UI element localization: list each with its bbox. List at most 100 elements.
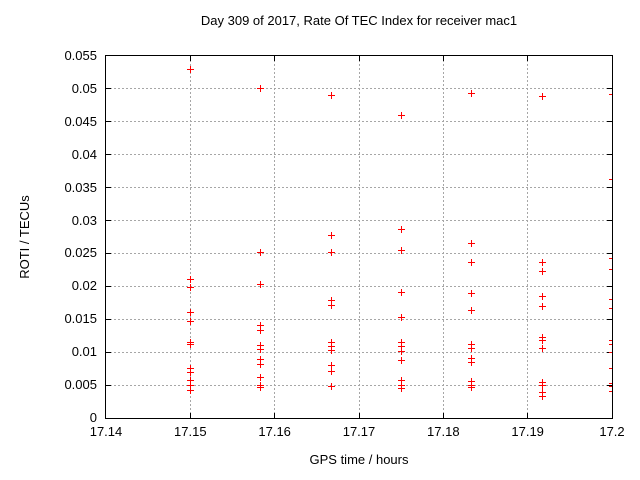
h-gridline <box>106 351 612 353</box>
h-gridline <box>106 252 612 254</box>
y-tick <box>106 154 111 156</box>
data-point-marker <box>397 338 405 346</box>
data-point-marker <box>608 387 612 395</box>
y-tick-label: 0.025 <box>64 245 97 261</box>
data-point-marker <box>186 376 194 384</box>
x-tick-label: 17.19 <box>511 424 544 439</box>
data-point-marker <box>538 345 546 353</box>
v-gridline <box>189 56 191 418</box>
data-point-marker <box>538 336 546 344</box>
data-point-marker <box>256 355 264 363</box>
y-tick <box>607 318 612 320</box>
x-tick <box>442 56 444 61</box>
h-gridline <box>106 318 612 320</box>
data-point-marker <box>186 65 194 73</box>
data-point-marker <box>186 308 194 316</box>
x-tick <box>274 56 276 61</box>
y-tick-label: 0.01 <box>71 344 97 360</box>
data-point-marker <box>397 384 405 392</box>
y-tick-label: 0.045 <box>64 113 97 129</box>
x-tick-label: 17.2 <box>599 424 625 439</box>
data-point-marker <box>186 386 194 394</box>
y-tick <box>106 285 111 287</box>
x-tick <box>442 413 444 418</box>
v-gridline <box>442 56 444 418</box>
data-point-marker <box>467 377 475 385</box>
data-point-marker <box>538 293 546 301</box>
data-point-marker <box>327 361 335 369</box>
data-point-marker <box>327 347 335 355</box>
data-point-marker <box>538 267 546 275</box>
y-tick-label: 0.055 <box>64 48 97 63</box>
data-point-marker <box>397 111 405 119</box>
data-point-marker <box>608 296 612 304</box>
data-point-marker <box>256 322 264 330</box>
data-point-marker <box>256 360 264 368</box>
h-gridline <box>106 384 612 386</box>
y-tick <box>607 88 612 90</box>
h-gridline <box>106 154 612 156</box>
v-gridline <box>527 56 529 418</box>
data-point-marker <box>397 226 405 234</box>
y-tick <box>106 187 111 189</box>
x-tick <box>358 413 360 418</box>
data-point-marker <box>538 258 546 266</box>
data-point-marker <box>467 90 475 98</box>
y-tick <box>607 252 612 254</box>
data-point-marker <box>256 85 264 93</box>
data-point-marker <box>397 348 405 356</box>
x-tick-label: 17.17 <box>342 424 376 439</box>
v-gridline <box>274 56 276 418</box>
y-tick-label: 0.04 <box>71 146 97 162</box>
y-tick-label: 0 <box>89 410 97 425</box>
data-point-marker <box>186 284 194 292</box>
data-point-marker <box>467 345 475 353</box>
data-point-marker <box>608 348 612 356</box>
data-point-marker <box>608 304 612 312</box>
data-point-marker <box>467 290 475 298</box>
x-tick <box>527 56 529 61</box>
y-tick <box>607 220 612 222</box>
y-axis-label: ROTI / TECUs <box>17 195 32 279</box>
x-tick <box>189 413 191 418</box>
data-point-marker <box>327 382 335 390</box>
data-point-marker <box>397 247 405 255</box>
data-point-marker <box>538 392 546 400</box>
plot-area <box>105 55 613 419</box>
data-point-marker <box>256 248 264 256</box>
x-axis-label: GPS time / hours <box>309 452 409 467</box>
data-point-marker <box>467 306 475 314</box>
data-point-marker <box>256 346 264 354</box>
data-point-marker <box>256 326 264 334</box>
data-point-marker <box>397 288 405 296</box>
y-tick-label: 0.015 <box>64 311 97 327</box>
y-tick <box>607 285 612 287</box>
data-point-marker <box>327 301 335 309</box>
x-tick-label: 17.18 <box>427 424 460 439</box>
data-point-marker <box>327 368 335 376</box>
data-point-marker <box>256 384 264 392</box>
x-tick <box>358 56 360 61</box>
data-point-marker <box>397 357 405 365</box>
data-point-marker <box>608 175 612 183</box>
data-point-marker <box>467 354 475 362</box>
y-tick <box>106 351 111 353</box>
y-tick-label: 0.03 <box>71 212 97 228</box>
x-tick-label: 17.16 <box>258 424 291 439</box>
y-tick <box>106 88 111 90</box>
x-tick-label: 17.15 <box>174 424 207 439</box>
data-point-marker <box>608 255 612 263</box>
data-point-marker <box>256 280 264 288</box>
data-point-marker <box>186 382 194 390</box>
y-tick-label: 0.005 <box>64 377 97 393</box>
x-tick-label: 17.14 <box>89 424 123 439</box>
data-point-marker <box>327 343 335 351</box>
y-tick-label: 0.05 <box>71 80 97 96</box>
y-tick-label: 0.035 <box>64 179 97 195</box>
data-point-marker <box>397 376 405 384</box>
y-tick <box>106 252 111 254</box>
data-point-marker <box>608 365 612 373</box>
data-point-marker <box>327 248 335 256</box>
data-point-marker <box>186 276 194 284</box>
data-point-marker <box>397 314 405 322</box>
